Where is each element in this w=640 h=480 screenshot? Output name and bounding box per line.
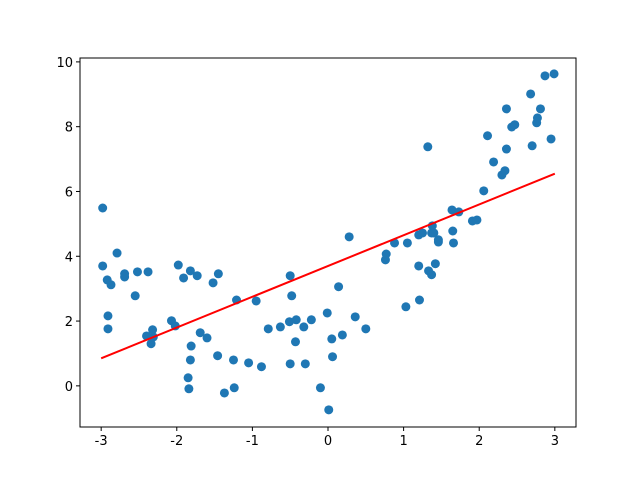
point bbox=[120, 272, 130, 282]
point bbox=[208, 278, 218, 288]
point bbox=[500, 166, 510, 176]
point bbox=[423, 142, 433, 152]
point bbox=[501, 104, 511, 114]
point bbox=[202, 333, 212, 343]
point bbox=[327, 334, 337, 344]
point bbox=[195, 328, 205, 338]
point bbox=[328, 352, 338, 362]
point bbox=[183, 373, 193, 383]
point bbox=[179, 273, 189, 283]
y-tick-label: 4 bbox=[65, 250, 73, 265]
point bbox=[489, 157, 499, 167]
point bbox=[256, 362, 266, 372]
point bbox=[501, 144, 511, 154]
x-tick-label: 3 bbox=[551, 434, 559, 449]
fit-line bbox=[100, 172, 556, 360]
y-tick-label: 6 bbox=[65, 185, 73, 200]
point bbox=[185, 355, 195, 365]
point bbox=[184, 384, 194, 394]
point bbox=[143, 267, 153, 277]
point bbox=[315, 383, 325, 393]
point bbox=[526, 89, 536, 99]
point bbox=[381, 249, 391, 259]
point bbox=[361, 324, 371, 334]
point bbox=[106, 280, 116, 290]
x-tick-label: 0 bbox=[324, 434, 332, 449]
point bbox=[337, 330, 347, 340]
point bbox=[186, 341, 196, 351]
point bbox=[103, 324, 113, 334]
point bbox=[334, 282, 344, 292]
point bbox=[414, 295, 424, 305]
point bbox=[449, 238, 459, 248]
point bbox=[173, 260, 183, 270]
plot-frame bbox=[79, 57, 577, 428]
y-tick-label: 0 bbox=[65, 380, 73, 395]
point bbox=[213, 269, 223, 279]
point bbox=[429, 228, 439, 238]
point bbox=[103, 311, 113, 321]
x-tick-label: 1 bbox=[399, 434, 407, 449]
point bbox=[219, 388, 229, 398]
point bbox=[285, 359, 295, 369]
point bbox=[130, 291, 140, 301]
point bbox=[112, 248, 122, 258]
point bbox=[546, 134, 556, 144]
point bbox=[287, 291, 297, 301]
point bbox=[549, 69, 559, 79]
point bbox=[251, 296, 261, 306]
point bbox=[402, 238, 412, 248]
point bbox=[98, 261, 108, 271]
point bbox=[306, 315, 316, 325]
point bbox=[527, 141, 537, 151]
point bbox=[263, 324, 273, 334]
point bbox=[418, 228, 428, 238]
point bbox=[447, 205, 457, 215]
point bbox=[146, 339, 156, 349]
x-tick-label: -2 bbox=[170, 434, 183, 449]
point bbox=[300, 359, 310, 369]
point bbox=[244, 358, 254, 368]
point bbox=[448, 226, 458, 236]
point bbox=[299, 322, 309, 332]
x-tick-label: 2 bbox=[475, 434, 483, 449]
point bbox=[291, 315, 301, 325]
point bbox=[229, 383, 239, 393]
point bbox=[483, 131, 493, 141]
point bbox=[132, 267, 142, 277]
point bbox=[275, 322, 285, 332]
y-tick-label: 2 bbox=[65, 315, 73, 330]
point bbox=[322, 308, 332, 318]
point bbox=[540, 71, 550, 81]
point bbox=[414, 261, 424, 271]
x-tick-label: -1 bbox=[246, 434, 259, 449]
point bbox=[430, 259, 440, 269]
point bbox=[472, 215, 482, 225]
point bbox=[284, 317, 294, 327]
point bbox=[285, 271, 295, 281]
y-tick-label: 10 bbox=[56, 56, 73, 71]
point bbox=[427, 270, 437, 280]
point bbox=[344, 232, 354, 242]
point bbox=[98, 203, 108, 213]
point bbox=[535, 104, 545, 114]
point bbox=[213, 351, 223, 361]
point bbox=[192, 271, 202, 281]
point bbox=[510, 120, 520, 130]
point bbox=[532, 113, 542, 123]
y-tick-label: 8 bbox=[65, 121, 73, 136]
point bbox=[479, 186, 489, 196]
point bbox=[401, 302, 411, 312]
point bbox=[324, 405, 334, 415]
point bbox=[350, 312, 360, 322]
point bbox=[148, 325, 158, 335]
x-tick-label: -3 bbox=[95, 434, 108, 449]
point bbox=[228, 355, 238, 365]
point bbox=[185, 266, 195, 276]
point bbox=[290, 337, 300, 347]
point bbox=[433, 237, 443, 247]
